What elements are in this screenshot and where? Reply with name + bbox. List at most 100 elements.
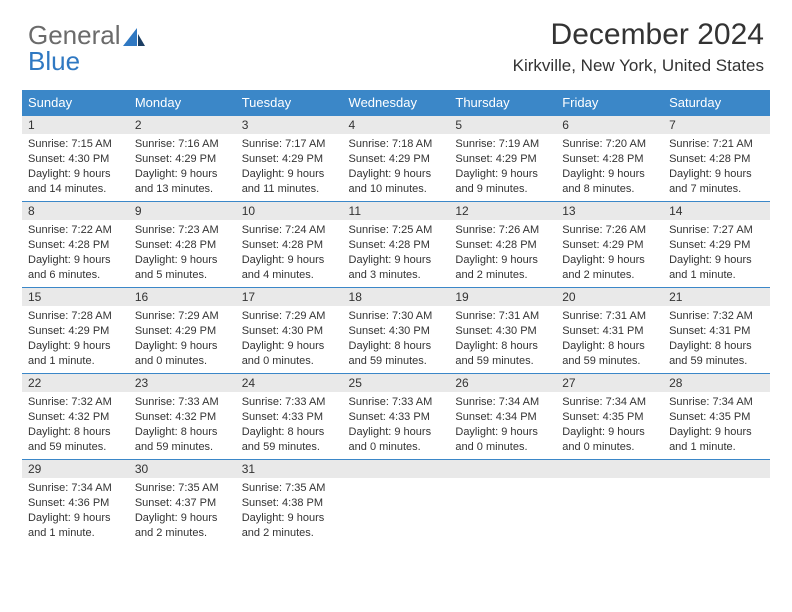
day-number: 29 bbox=[22, 459, 129, 478]
calendar-day-cell: 18Sunrise: 7:30 AMSunset: 4:30 PMDayligh… bbox=[343, 287, 450, 373]
daylight-line-1: Daylight: 9 hours bbox=[28, 253, 123, 268]
calendar-day-cell bbox=[449, 459, 556, 545]
sunset-text: Sunset: 4:28 PM bbox=[562, 152, 657, 167]
day-number: 7 bbox=[663, 115, 770, 134]
sunset-text: Sunset: 4:31 PM bbox=[669, 324, 764, 339]
daylight-line-2: and 1 minute. bbox=[28, 354, 123, 369]
daylight-line-1: Daylight: 9 hours bbox=[562, 167, 657, 182]
daylight-line-2: and 0 minutes. bbox=[455, 440, 550, 455]
daylight-line-1: Daylight: 9 hours bbox=[135, 511, 230, 526]
sunrise-text: Sunrise: 7:17 AM bbox=[242, 137, 337, 152]
daylight-line-1: Daylight: 9 hours bbox=[242, 253, 337, 268]
daylight-line-2: and 59 minutes. bbox=[562, 354, 657, 369]
day-body: Sunrise: 7:28 AMSunset: 4:29 PMDaylight:… bbox=[22, 306, 129, 372]
sunrise-text: Sunrise: 7:34 AM bbox=[562, 395, 657, 410]
daylight-line-2: and 59 minutes. bbox=[242, 440, 337, 455]
day-body: Sunrise: 7:32 AMSunset: 4:32 PMDaylight:… bbox=[22, 392, 129, 458]
daylight-line-2: and 4 minutes. bbox=[242, 268, 337, 283]
calendar-day-cell: 28Sunrise: 7:34 AMSunset: 4:35 PMDayligh… bbox=[663, 373, 770, 459]
sunset-text: Sunset: 4:37 PM bbox=[135, 496, 230, 511]
daylight-line-2: and 10 minutes. bbox=[349, 182, 444, 197]
day-body: Sunrise: 7:27 AMSunset: 4:29 PMDaylight:… bbox=[663, 220, 770, 286]
calendar-day-cell: 26Sunrise: 7:34 AMSunset: 4:34 PMDayligh… bbox=[449, 373, 556, 459]
daylight-line-1: Daylight: 9 hours bbox=[455, 167, 550, 182]
sunset-text: Sunset: 4:28 PM bbox=[242, 238, 337, 253]
sunset-text: Sunset: 4:30 PM bbox=[455, 324, 550, 339]
day-number: 12 bbox=[449, 201, 556, 220]
sunset-text: Sunset: 4:28 PM bbox=[135, 238, 230, 253]
day-number: 28 bbox=[663, 373, 770, 392]
daylight-line-1: Daylight: 9 hours bbox=[135, 253, 230, 268]
day-body: Sunrise: 7:26 AMSunset: 4:28 PMDaylight:… bbox=[449, 220, 556, 286]
calendar-week-row: 1Sunrise: 7:15 AMSunset: 4:30 PMDaylight… bbox=[22, 115, 770, 201]
calendar-week-row: 22Sunrise: 7:32 AMSunset: 4:32 PMDayligh… bbox=[22, 373, 770, 459]
day-body bbox=[343, 478, 450, 538]
day-number: 4 bbox=[343, 115, 450, 134]
calendar-day-cell: 17Sunrise: 7:29 AMSunset: 4:30 PMDayligh… bbox=[236, 287, 343, 373]
sunset-text: Sunset: 4:34 PM bbox=[455, 410, 550, 425]
sunset-text: Sunset: 4:29 PM bbox=[135, 324, 230, 339]
weekday-header: Saturday bbox=[663, 90, 770, 115]
day-number: 14 bbox=[663, 201, 770, 220]
sunset-text: Sunset: 4:29 PM bbox=[242, 152, 337, 167]
sunset-text: Sunset: 4:29 PM bbox=[669, 238, 764, 253]
daylight-line-2: and 1 minute. bbox=[28, 526, 123, 541]
sunrise-text: Sunrise: 7:26 AM bbox=[455, 223, 550, 238]
day-body: Sunrise: 7:24 AMSunset: 4:28 PMDaylight:… bbox=[236, 220, 343, 286]
sunrise-text: Sunrise: 7:19 AM bbox=[455, 137, 550, 152]
sunset-text: Sunset: 4:28 PM bbox=[455, 238, 550, 253]
daylight-line-2: and 59 minutes. bbox=[669, 354, 764, 369]
sunset-text: Sunset: 4:31 PM bbox=[562, 324, 657, 339]
sunrise-text: Sunrise: 7:29 AM bbox=[135, 309, 230, 324]
day-body: Sunrise: 7:30 AMSunset: 4:30 PMDaylight:… bbox=[343, 306, 450, 372]
daylight-line-1: Daylight: 9 hours bbox=[135, 167, 230, 182]
sunrise-text: Sunrise: 7:20 AM bbox=[562, 137, 657, 152]
day-number: 16 bbox=[129, 287, 236, 306]
daylight-line-2: and 8 minutes. bbox=[562, 182, 657, 197]
daylight-line-2: and 1 minute. bbox=[669, 440, 764, 455]
day-number: 13 bbox=[556, 201, 663, 220]
calendar-day-cell: 14Sunrise: 7:27 AMSunset: 4:29 PMDayligh… bbox=[663, 201, 770, 287]
daylight-line-1: Daylight: 9 hours bbox=[455, 425, 550, 440]
daylight-line-1: Daylight: 9 hours bbox=[669, 167, 764, 182]
daylight-line-1: Daylight: 9 hours bbox=[349, 167, 444, 182]
day-number: 23 bbox=[129, 373, 236, 392]
calendar-day-cell: 27Sunrise: 7:34 AMSunset: 4:35 PMDayligh… bbox=[556, 373, 663, 459]
calendar-day-cell: 31Sunrise: 7:35 AMSunset: 4:38 PMDayligh… bbox=[236, 459, 343, 545]
calendar-day-cell: 30Sunrise: 7:35 AMSunset: 4:37 PMDayligh… bbox=[129, 459, 236, 545]
sunset-text: Sunset: 4:35 PM bbox=[562, 410, 657, 425]
calendar-week-row: 29Sunrise: 7:34 AMSunset: 4:36 PMDayligh… bbox=[22, 459, 770, 545]
sunrise-text: Sunrise: 7:32 AM bbox=[28, 395, 123, 410]
day-number: 15 bbox=[22, 287, 129, 306]
sunrise-text: Sunrise: 7:16 AM bbox=[135, 137, 230, 152]
daylight-line-2: and 9 minutes. bbox=[455, 182, 550, 197]
day-body: Sunrise: 7:18 AMSunset: 4:29 PMDaylight:… bbox=[343, 134, 450, 200]
daylight-line-2: and 59 minutes. bbox=[28, 440, 123, 455]
sunrise-text: Sunrise: 7:27 AM bbox=[669, 223, 764, 238]
sunset-text: Sunset: 4:30 PM bbox=[349, 324, 444, 339]
day-body: Sunrise: 7:26 AMSunset: 4:29 PMDaylight:… bbox=[556, 220, 663, 286]
daylight-line-2: and 2 minutes. bbox=[455, 268, 550, 283]
daylight-line-1: Daylight: 9 hours bbox=[242, 339, 337, 354]
daylight-line-1: Daylight: 9 hours bbox=[28, 167, 123, 182]
day-body: Sunrise: 7:29 AMSunset: 4:30 PMDaylight:… bbox=[236, 306, 343, 372]
calendar-day-cell: 24Sunrise: 7:33 AMSunset: 4:33 PMDayligh… bbox=[236, 373, 343, 459]
sunset-text: Sunset: 4:29 PM bbox=[455, 152, 550, 167]
daylight-line-2: and 59 minutes. bbox=[455, 354, 550, 369]
calendar-day-cell: 29Sunrise: 7:34 AMSunset: 4:36 PMDayligh… bbox=[22, 459, 129, 545]
day-body: Sunrise: 7:31 AMSunset: 4:31 PMDaylight:… bbox=[556, 306, 663, 372]
day-body: Sunrise: 7:35 AMSunset: 4:38 PMDaylight:… bbox=[236, 478, 343, 544]
daylight-line-2: and 59 minutes. bbox=[349, 354, 444, 369]
day-number: 19 bbox=[449, 287, 556, 306]
daylight-line-1: Daylight: 9 hours bbox=[669, 253, 764, 268]
day-body: Sunrise: 7:33 AMSunset: 4:33 PMDaylight:… bbox=[236, 392, 343, 458]
day-number: 31 bbox=[236, 459, 343, 478]
daylight-line-2: and 5 minutes. bbox=[135, 268, 230, 283]
daylight-line-2: and 2 minutes. bbox=[242, 526, 337, 541]
daylight-line-1: Daylight: 9 hours bbox=[562, 253, 657, 268]
sunset-text: Sunset: 4:30 PM bbox=[28, 152, 123, 167]
sunset-text: Sunset: 4:29 PM bbox=[349, 152, 444, 167]
daylight-line-1: Daylight: 8 hours bbox=[242, 425, 337, 440]
daylight-line-2: and 6 minutes. bbox=[28, 268, 123, 283]
day-number: 27 bbox=[556, 373, 663, 392]
